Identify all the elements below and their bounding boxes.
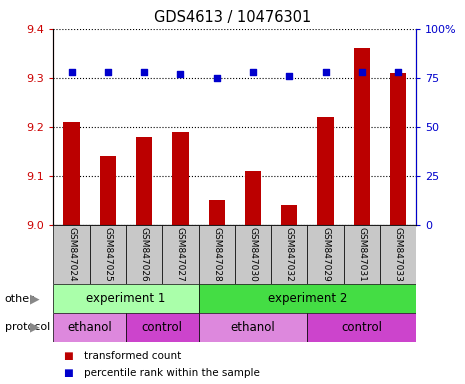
Bar: [63, 122, 80, 225]
Text: GSM847027: GSM847027: [176, 227, 185, 282]
Bar: [271, 225, 307, 284]
Text: ■: ■: [63, 368, 73, 378]
Point: [177, 71, 184, 77]
Text: GSM847030: GSM847030: [248, 227, 258, 282]
Text: ▶: ▶: [30, 321, 40, 334]
Bar: [136, 137, 153, 225]
Bar: [281, 205, 298, 225]
Text: GSM847033: GSM847033: [393, 227, 403, 282]
Point: [140, 69, 148, 75]
Bar: [208, 200, 225, 225]
Bar: [126, 313, 199, 342]
Point: [213, 74, 220, 81]
Text: transformed count: transformed count: [84, 351, 181, 361]
Point: [68, 69, 75, 75]
Bar: [390, 73, 406, 225]
Bar: [162, 225, 199, 284]
Text: ▶: ▶: [30, 292, 40, 305]
Bar: [172, 132, 189, 225]
Text: GSM847028: GSM847028: [212, 227, 221, 282]
Text: GSM847029: GSM847029: [321, 227, 330, 282]
Point: [322, 69, 329, 75]
Text: control: control: [142, 321, 183, 334]
Text: GSM847032: GSM847032: [285, 227, 294, 282]
Bar: [307, 313, 416, 342]
Point: [104, 69, 112, 75]
Bar: [90, 225, 126, 284]
Text: protocol: protocol: [5, 322, 50, 333]
Bar: [53, 313, 126, 342]
Text: GSM847024: GSM847024: [67, 227, 76, 282]
Bar: [53, 284, 199, 313]
Text: ethanol: ethanol: [231, 321, 275, 334]
Bar: [307, 225, 344, 284]
Text: ■: ■: [63, 351, 73, 361]
Text: GSM847031: GSM847031: [357, 227, 366, 282]
Point: [394, 69, 402, 75]
Text: GDS4613 / 10476301: GDS4613 / 10476301: [154, 10, 311, 25]
Text: percentile rank within the sample: percentile rank within the sample: [84, 368, 259, 378]
Bar: [100, 156, 116, 225]
Bar: [353, 48, 370, 225]
Bar: [235, 225, 271, 284]
Bar: [317, 117, 334, 225]
Point: [286, 73, 293, 79]
Text: experiment 1: experiment 1: [86, 292, 166, 305]
Bar: [245, 171, 261, 225]
Text: experiment 2: experiment 2: [268, 292, 347, 305]
Bar: [380, 225, 416, 284]
Bar: [199, 313, 307, 342]
Bar: [126, 225, 162, 284]
Bar: [199, 284, 416, 313]
Text: other: other: [5, 293, 34, 304]
Text: GSM847025: GSM847025: [103, 227, 113, 282]
Text: control: control: [341, 321, 382, 334]
Point: [249, 69, 257, 75]
Point: [358, 69, 365, 75]
Bar: [199, 225, 235, 284]
Bar: [53, 225, 90, 284]
Text: GSM847026: GSM847026: [140, 227, 149, 282]
Bar: [344, 225, 380, 284]
Text: ethanol: ethanol: [67, 321, 112, 334]
